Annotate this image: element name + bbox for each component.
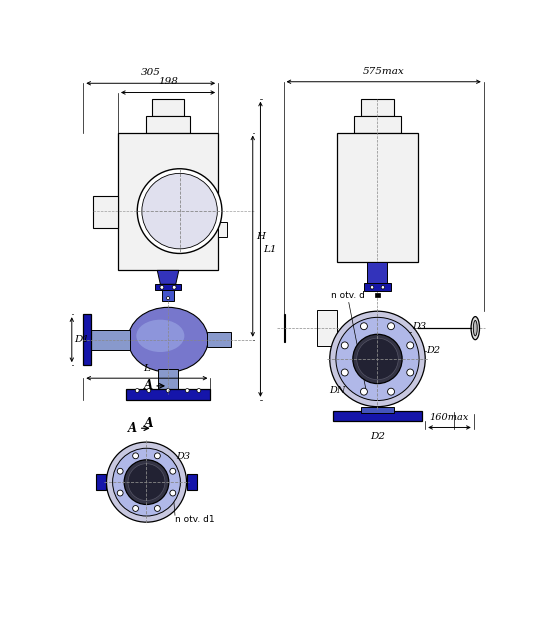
Circle shape — [106, 442, 186, 522]
Circle shape — [117, 490, 123, 496]
Circle shape — [142, 173, 217, 249]
Text: D3: D3 — [176, 452, 190, 461]
Bar — [207, 332, 231, 347]
Bar — [365, 283, 391, 291]
Bar — [83, 314, 91, 365]
Circle shape — [132, 453, 138, 459]
Circle shape — [154, 453, 160, 459]
Polygon shape — [158, 270, 179, 284]
Bar — [87, 329, 130, 350]
Bar — [333, 410, 422, 421]
Circle shape — [137, 169, 222, 254]
Circle shape — [341, 342, 348, 349]
Circle shape — [353, 334, 402, 384]
Circle shape — [124, 460, 169, 505]
Circle shape — [166, 389, 170, 392]
Ellipse shape — [471, 317, 480, 340]
Bar — [186, 474, 197, 490]
Circle shape — [336, 317, 419, 400]
Text: A: A — [143, 379, 153, 392]
Circle shape — [135, 389, 139, 392]
Text: D2: D2 — [426, 346, 440, 355]
Circle shape — [167, 297, 169, 300]
Text: DN: DN — [329, 386, 346, 395]
Text: n otv. d: n otv. d — [331, 291, 365, 300]
Text: 305: 305 — [141, 68, 161, 77]
Text: 160max: 160max — [430, 413, 469, 422]
Bar — [367, 262, 387, 285]
Bar — [361, 99, 395, 115]
Circle shape — [160, 286, 164, 289]
Circle shape — [387, 323, 395, 329]
Bar — [93, 196, 118, 228]
Circle shape — [154, 505, 160, 511]
Ellipse shape — [474, 320, 477, 336]
Circle shape — [407, 342, 414, 349]
Text: L1: L1 — [264, 245, 277, 254]
Text: 575max: 575max — [363, 67, 404, 75]
Bar — [354, 115, 401, 133]
Circle shape — [407, 369, 414, 376]
Circle shape — [113, 449, 180, 516]
Circle shape — [356, 338, 398, 379]
Ellipse shape — [136, 320, 184, 352]
Bar — [146, 115, 190, 133]
Text: A: A — [144, 416, 154, 430]
Circle shape — [172, 286, 176, 289]
Bar — [162, 291, 174, 301]
Circle shape — [170, 468, 175, 474]
Text: D3: D3 — [413, 321, 427, 331]
Circle shape — [185, 389, 189, 392]
Bar — [155, 284, 181, 291]
Bar — [118, 133, 218, 270]
Bar — [317, 310, 337, 346]
Circle shape — [117, 468, 123, 474]
Ellipse shape — [128, 307, 208, 372]
Circle shape — [197, 389, 201, 392]
Bar — [218, 222, 227, 238]
Text: A: A — [128, 422, 137, 435]
Circle shape — [132, 505, 138, 511]
Bar — [337, 133, 417, 262]
Bar — [152, 99, 184, 115]
Circle shape — [147, 389, 151, 392]
Circle shape — [341, 369, 348, 376]
Text: n otv. d1: n otv. d1 — [175, 515, 215, 524]
Text: L: L — [143, 364, 150, 373]
Circle shape — [387, 388, 395, 395]
Circle shape — [330, 311, 425, 407]
Circle shape — [360, 323, 367, 329]
Bar — [375, 292, 380, 297]
Bar — [126, 389, 210, 400]
Circle shape — [381, 286, 385, 289]
Bar — [361, 407, 395, 413]
Circle shape — [371, 286, 374, 289]
Text: D2: D2 — [370, 432, 385, 441]
Bar — [283, 314, 285, 342]
Text: D1: D1 — [74, 335, 89, 344]
Bar — [96, 474, 106, 490]
Text: 198: 198 — [158, 77, 178, 86]
Circle shape — [170, 490, 175, 496]
Circle shape — [360, 388, 367, 395]
Bar — [158, 369, 178, 391]
Text: H: H — [256, 231, 265, 241]
Circle shape — [128, 463, 165, 500]
